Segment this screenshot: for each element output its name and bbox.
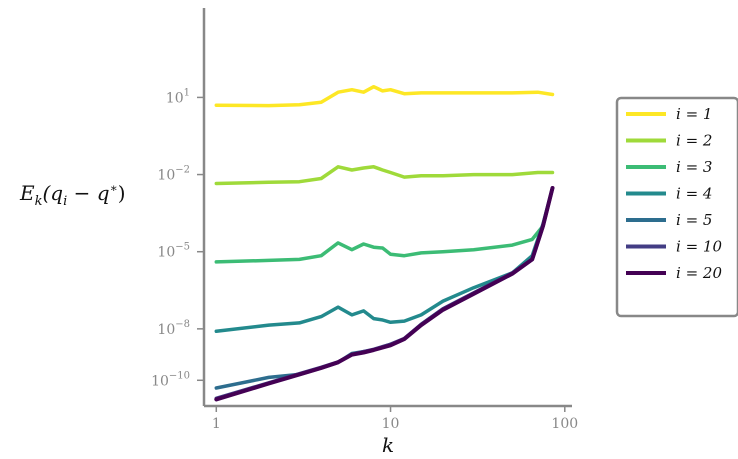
y-axis-label: Ek(qi − q∗) — [19, 181, 126, 209]
legend-label: i = 1 — [676, 105, 712, 123]
y-tick-label: 10−2 — [157, 165, 190, 184]
series-line-7 — [214, 186, 555, 402]
legend-label: i = 2 — [676, 132, 712, 150]
legend-label: i = 5 — [676, 211, 712, 229]
y-tick-label: 10−8 — [157, 319, 190, 338]
x-tick-label: 10 — [382, 416, 400, 432]
series-line-2 — [214, 165, 555, 186]
legend-box — [615, 96, 738, 318]
x-tick-label: 100 — [551, 416, 578, 432]
legend-label: i = 10 — [676, 238, 722, 256]
plot-lines — [214, 84, 555, 402]
legend-label: i = 3 — [676, 158, 712, 176]
legend: i = 1 i = 2 i = 3 i = 4 i = 5 i = 10 i = 20 — [615, 96, 738, 318]
series-line-5 — [214, 186, 555, 390]
legend-label: i = 20 — [676, 264, 722, 282]
y-tick-label: 101 — [166, 87, 190, 106]
series-line-6 — [214, 186, 555, 401]
series-line-1 — [214, 84, 555, 108]
y-tick-label: 10−10 — [151, 370, 190, 389]
y-ticks: 101 10−2 10−5 10−8 10−10 — [151, 87, 204, 389]
x-tick-label: 1 — [212, 416, 221, 432]
y-tick-label: 10−5 — [157, 242, 190, 261]
x-axis-label: k — [382, 433, 394, 457]
legend-label: i = 4 — [676, 185, 712, 203]
x-ticks: 1 10 100 — [212, 406, 578, 432]
series-line-3 — [214, 186, 555, 264]
